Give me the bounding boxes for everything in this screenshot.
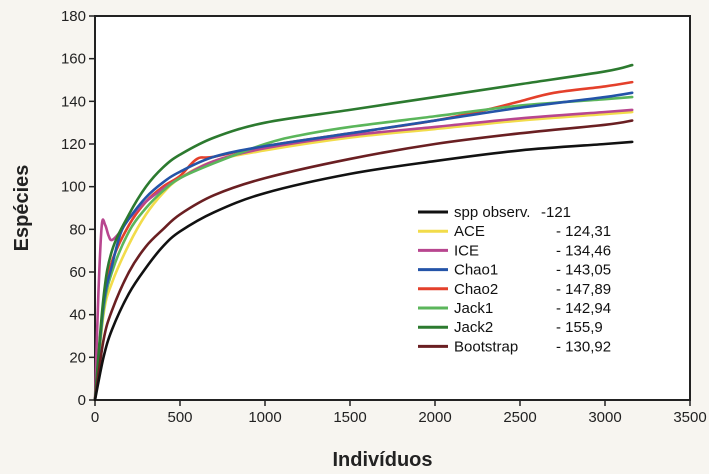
- y-tick-label: 180: [61, 8, 86, 25]
- legend-entry-name: ACE: [454, 223, 485, 240]
- series-line-chao1: [93, 91, 634, 402]
- y-tick-label: 100: [61, 179, 86, 196]
- y-tick-label: 120: [61, 136, 86, 153]
- x-tick-label: 0: [91, 409, 99, 426]
- series-lines: [93, 63, 634, 402]
- legend-entry-value: - 142,94: [556, 300, 611, 317]
- series-line-ice: [93, 108, 634, 402]
- series-line-jack1: [93, 95, 634, 402]
- x-tick-label: 2500: [503, 409, 536, 426]
- y-tick-label: 0: [78, 392, 86, 409]
- y-tick-label: 20: [69, 349, 86, 366]
- x-axis-title: Indivíduos: [333, 449, 433, 471]
- y-tick-label: 60: [69, 264, 86, 281]
- y-tick-label: 140: [61, 93, 86, 110]
- plot-frame: [94, 15, 691, 401]
- x-tick-label: 1000: [248, 409, 281, 426]
- series-line-spp-observ: [93, 140, 634, 402]
- legend-entry-name: Chao2: [454, 281, 498, 298]
- x-tick-label: 3500: [673, 409, 706, 426]
- x-tick-label: 3000: [588, 409, 621, 426]
- legend-entry-value: - 143,05: [556, 262, 611, 279]
- legend-entry-name: spp observ.: [454, 204, 530, 221]
- legend-entry-value: - 134,46: [556, 242, 611, 259]
- y-tick-label: 40: [69, 307, 86, 324]
- legend-entry-value: - 130,92: [556, 338, 611, 355]
- legend-entry-name: Chao1: [454, 262, 498, 279]
- series-line-jack2: [93, 63, 634, 402]
- legend-entry-value: -121: [541, 204, 571, 221]
- legend: spp observ. -121 ACE - 124,31 ICE - 134,46 Cha…: [418, 204, 611, 355]
- legend-entry-value: - 155,9: [556, 319, 603, 336]
- y-tick-label: 80: [69, 221, 86, 238]
- x-tick-label: 500: [167, 409, 192, 426]
- legend-entry-value: - 147,89: [556, 281, 611, 298]
- axis-ticks: 0 500 1000 1500 2000 2500 3000 3500 0 20 40 60 80 100…: [61, 8, 707, 426]
- legend-entry-value: - 124,31: [556, 223, 611, 240]
- legend-entry-name: Jack1: [454, 300, 493, 317]
- legend-entry-name: Jack2: [454, 319, 493, 336]
- y-tick-label: 160: [61, 51, 86, 68]
- x-tick-label: 2000: [418, 409, 451, 426]
- series-line-bootstrap: [93, 119, 634, 402]
- y-axis-title: Espécies: [11, 165, 33, 252]
- legend-entry-name: Bootstrap: [454, 338, 518, 355]
- legend-entry-name: ICE: [454, 242, 479, 259]
- x-tick-label: 1500: [333, 409, 366, 426]
